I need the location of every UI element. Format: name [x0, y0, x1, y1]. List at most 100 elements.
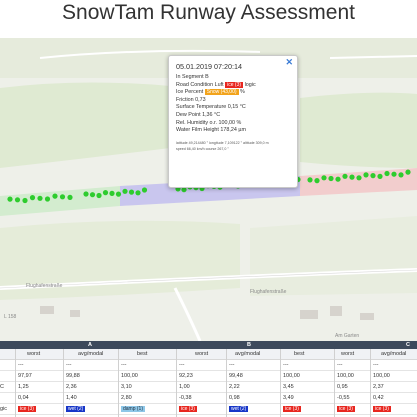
ice-percent-badge: Snow (43,00): [204, 89, 239, 96]
measurement-marker[interactable]: [398, 172, 404, 178]
measurement-marker[interactable]: [29, 195, 36, 201]
table-cell: ---: [373, 362, 379, 368]
ice-percent-unit: %: [240, 89, 245, 96]
measurement-marker[interactable]: [328, 175, 334, 182]
popup-coords: latitude 49,214480 ° longitude 7,109122 …: [176, 140, 269, 145]
column-header: avg/modal: [381, 351, 407, 357]
measurement-marker[interactable]: [22, 197, 28, 204]
measurement-marker[interactable]: [122, 188, 128, 194]
table-cell: -0,55: [337, 395, 350, 401]
row-label: C: [0, 384, 4, 390]
measurement-marker[interactable]: [115, 191, 122, 197]
table-cell: wet (2): [66, 406, 86, 412]
column-header: worst: [195, 351, 209, 357]
measurement-marker[interactable]: [96, 192, 102, 199]
measurement-marker[interactable]: [67, 194, 73, 200]
measurement-marker[interactable]: [181, 187, 187, 193]
measurement-marker[interactable]: [44, 196, 51, 202]
table-row: --- --- --- --- --- --- --- ---: [0, 360, 417, 371]
measurement-popup: ✕ 05.01.2019 07:20:14 In Segment B Road …: [168, 55, 298, 188]
measurement-marker[interactable]: [356, 175, 362, 181]
table-cell: ice (3): [283, 406, 301, 412]
assessment-table: A B C worst avg/modal best worst avg/mod…: [0, 341, 417, 417]
measurement-marker[interactable]: [384, 170, 390, 177]
table-cell: 2,37: [373, 384, 384, 390]
measurement-marker[interactable]: [135, 190, 141, 196]
table-cell: 3,49: [283, 395, 294, 401]
table-cell: 2,80: [121, 395, 132, 401]
road-label: L 158: [4, 314, 17, 320]
road-label: Flughafenstraße: [26, 283, 63, 289]
popup-friction: Friction 0,73: [176, 96, 206, 103]
column-header: best: [137, 351, 148, 357]
measurement-marker[interactable]: [377, 173, 383, 179]
measurement-marker[interactable]: [128, 189, 135, 195]
table-cell: 3,45: [283, 384, 294, 390]
column-header: avg/modal: [235, 351, 261, 357]
table-cell: ice (3): [337, 406, 355, 412]
column-header: avg/modal: [78, 351, 104, 357]
table-cell: ---: [337, 362, 343, 368]
table-cell: ---: [66, 362, 72, 368]
road-label: Flughafenstraße: [250, 289, 287, 295]
table-row: 0,04 1,40 2,80 -0,38 0,98 3,49 -0,55 0,42: [0, 393, 417, 404]
table-row: 97,97 99,88 100,00 92,23 99,48 100,00 100,00 10…: [0, 371, 417, 382]
popup-segment: In Segment B: [176, 74, 209, 80]
segment-header-row: A B C: [0, 341, 417, 349]
table-cell: ---: [121, 362, 127, 368]
close-icon[interactable]: ✕: [285, 57, 293, 67]
table-cell: 99,48: [229, 373, 243, 379]
measurement-marker[interactable]: [321, 175, 327, 181]
table-cell: 99,88: [66, 373, 80, 379]
measurement-marker[interactable]: [83, 191, 89, 197]
table-cell: 100,00: [373, 373, 390, 379]
segment-header: B: [247, 342, 251, 348]
table-cell: 1,40: [66, 395, 77, 401]
table-cell: ice (3): [18, 406, 36, 412]
table-cell: 100,00: [283, 373, 300, 379]
measurement-marker[interactable]: [89, 192, 96, 198]
table-cell: 92,23: [179, 373, 193, 379]
table-cell: ---: [18, 362, 24, 368]
column-header: worst: [341, 351, 355, 357]
table-row: C 1,25 2,36 3,10 1,00 2,22 3,45 0,95 2,37: [0, 382, 417, 393]
measurement-marker[interactable]: [14, 197, 21, 203]
table-cell: 2,36: [66, 384, 77, 390]
table-cell: 3,10: [121, 384, 132, 390]
popup-speed: speed 66,40 km/h course 267,0 °: [176, 146, 229, 151]
measurement-marker[interactable]: [307, 177, 313, 183]
table-cell: 1,00: [179, 384, 190, 390]
table-cell: 100,00: [337, 373, 354, 379]
measurement-marker[interactable]: [314, 178, 320, 184]
table-cell: 0,95: [337, 384, 348, 390]
measurement-marker[interactable]: [405, 169, 411, 175]
measurement-marker[interactable]: [349, 174, 355, 180]
table-cell: 0,98: [229, 395, 240, 401]
measurement-marker[interactable]: [141, 187, 148, 193]
measurement-marker[interactable]: [370, 173, 376, 179]
measurement-marker[interactable]: [335, 176, 341, 182]
table-cell: wet (2): [229, 406, 249, 412]
table-cell: 97,97: [18, 373, 32, 379]
popup-ice-percent: Ice Percent Snow (43,00) %: [176, 89, 291, 97]
measurement-marker[interactable]: [7, 196, 13, 202]
road-condition-suffix: logic: [244, 81, 256, 88]
measurement-marker[interactable]: [59, 194, 66, 200]
measurement-marker[interactable]: [37, 195, 43, 201]
measurement-marker[interactable]: [102, 190, 109, 196]
measurement-marker[interactable]: [391, 171, 397, 177]
measurement-marker[interactable]: [363, 172, 369, 178]
popup-rel-humidity: Rel. Humidity o.r. 100,00 %: [176, 119, 242, 126]
popup-water-film: Water Film Height 178,24 µm: [176, 127, 247, 134]
road-condition-label: Road Condition Luft: [176, 81, 224, 88]
measurement-marker[interactable]: [52, 193, 58, 199]
runway-map[interactable]: Flughafenstraße Flughafenstraße Am Garte…: [0, 38, 417, 341]
measurement-marker[interactable]: [109, 190, 115, 196]
segment-header: C: [406, 342, 410, 348]
table-row: gic ice (3) wet (2) damp (1) ice (3) wet (2) i…: [0, 404, 417, 415]
road-condition-badge: ice (3): [225, 81, 244, 88]
page-title: SnowTam Runway Assessment: [62, 1, 355, 24]
popup-dew-point: Dew Point 1,36 °C: [176, 111, 221, 118]
table-cell: damp (1): [121, 406, 146, 412]
measurement-marker[interactable]: [342, 173, 348, 179]
